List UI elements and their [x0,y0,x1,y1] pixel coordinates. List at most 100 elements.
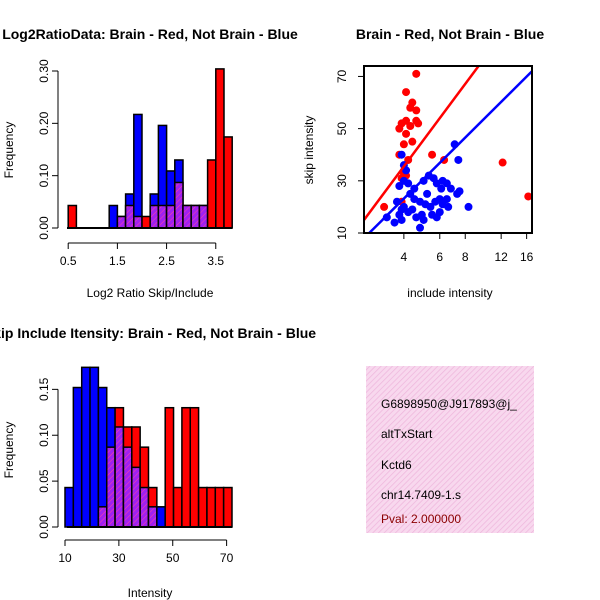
ratio-histogram-bar-overlap-14 [182,204,192,229]
scatter-point-red-24 [380,202,389,211]
intensity-scatter-y-tick-label: 30 [335,174,349,188]
intensity-scatter-plot-area [364,66,532,233]
ratio-histogram-bar-overlap-12 [165,204,176,229]
intensity-histogram-bar-red-13 [172,486,183,528]
ratio-histogram-bar-red-19 [223,136,233,229]
scatter-point-red-1 [402,88,411,97]
intensity-histogram-y-tick-label: 0.15 [37,377,51,401]
scatter-point-red-12 [399,140,408,149]
info-panel: G6898950@J917893@j_ altTxStart Kctd6 chr… [366,366,534,533]
intensity-histogram-y-axis: 0.00 0.05 0.10 0.15 [37,377,59,539]
ratio-histogram-bar-blue-8 [133,113,143,229]
intensity-scatter-x-tick-label: 6 [436,250,443,264]
scatter-point-blue-2 [402,166,411,175]
scatter-point-blue-17 [454,155,463,164]
p-value: Pval: 2.000000 [381,512,461,526]
scatter-point-blue-5 [404,179,413,188]
scatter-point-blue-35 [435,208,444,217]
scatter-point-red-9 [406,122,415,131]
intensity-histogram-bar-red-14 [181,406,191,528]
intensity-histogram-x-tick-label: 70 [220,551,234,565]
scatter-fit-line-blue [367,70,532,233]
scatter-point-blue-11 [437,184,446,193]
intensity-histogram-bar-overlap-5 [106,446,116,528]
intensity-histogram-x-tick-label: 10 [58,551,72,565]
ratio-histogram-x-tick-label: 2.5 [158,254,175,268]
scatter-point-red-22 [498,158,507,167]
ratio-histogram-bar-overlap-16 [198,204,209,229]
ratio-histogram-y-tick-label: 0.20 [37,111,51,135]
scatter-point-blue-0 [397,150,406,159]
intensity-scatter-x-tick-label: 8 [462,250,469,264]
ratio-histogram-bar-red-0 [67,204,78,229]
event-type: altTxStart [381,427,433,441]
event-id: G6898950@J917893@j_ [381,397,517,411]
intensity-histogram-bar-blue-11 [156,506,166,528]
intensity-scatter-xlabel: include intensity [407,286,492,300]
info-panel-background [366,366,534,533]
intensity-scatter: Brain - Red, Not Brain - Blue 4 6 8 12 16 10… [302,26,544,300]
intensity-histogram-xlabel: Intensity [128,586,173,600]
intensity-histogram-bar-overlap-8 [131,466,141,528]
ratio-histogram-bar-overlap-8 [133,215,143,229]
intensity-histogram-y-tick-label: 0.05 [37,469,51,493]
intensity-histogram-bar-red-19 [222,486,233,528]
ratio-histogram-y-tick-label: 0.10 [37,164,51,188]
ratio-histogram-bar-overlap-6 [116,215,127,229]
gene-name: Kctd6 [381,458,412,472]
intensity-histogram-bars [64,366,233,528]
intensity-histogram-y-tick-label: 0.10 [37,423,51,447]
intensity-histogram-bar-red-18 [214,486,225,528]
scatter-point-blue-46 [444,202,453,211]
intensity-scatter-y-axis: 10 30 50 70 [335,69,364,240]
intensity-histogram-bar-overlap-6 [114,426,125,528]
intensity-scatter-title: Brain - Red, Not Brain - Blue [356,26,544,42]
scatter-point-blue-41 [417,210,426,219]
scatter-point-blue-14 [446,184,455,193]
intensity-scatter-y-tick-label: 10 [335,226,349,240]
scatter-point-blue-42 [416,223,425,232]
ratio-histogram-y-tick-label: 0.30 [37,59,51,83]
scatter-point-red-0 [412,69,421,78]
scatter-point-blue-16 [455,187,464,196]
intensity-histogram-title: Skip Include Itensity: Brain - Red, Not … [0,325,316,341]
ratio-histogram-bar-overlap-7 [124,204,135,229]
scatter-point-blue-28 [442,195,451,204]
intensity-histogram-bar-blue-2 [80,366,91,528]
ratio-histogram-bars [67,68,233,229]
scatter-point-blue-44 [397,215,406,224]
ratio-histogram-bar-overlap-11 [157,204,168,229]
scatter-point-red-16 [428,150,437,159]
intensity-histogram-bar-red-16 [197,486,208,528]
intensity-histogram-bar-blue-3 [89,366,100,528]
intensity-histogram-x-axis: 10 30 50 70 [58,539,234,565]
ratio-histogram-bar-blue-5 [108,204,119,229]
scatter-point-blue-23 [426,202,435,211]
ratio-histogram-x-tick-label: 0.5 [60,254,77,268]
intensity-histogram-bar-red-17 [206,486,217,528]
intensity-histogram-ylabel: Frequency [2,422,16,479]
intensity-histogram-bar-red-12 [164,406,175,528]
scatter-point-red-10 [395,124,404,133]
intensity-histogram-bar-red-15 [189,406,200,528]
ratio-histogram-y-axis: 0.00 0.10 0.20 0.30 [37,59,59,240]
ratio-histogram-title: Log2RatioData: Brain - Red, Not Brain - … [2,26,298,42]
intensity-histogram-bar-overlap-4 [97,506,108,528]
ratio-histogram-bar-red-9 [141,215,151,229]
scatter-point-blue-40 [408,205,417,214]
intensity-histogram-x-tick-label: 50 [166,551,180,565]
scatter-fit-line-red [364,66,480,221]
scatter-point-red-3 [412,106,421,115]
scatter-point-blue-24 [423,189,432,198]
ratio-histogram-bar-overlap-13 [174,181,184,229]
scatter-point-blue-45 [464,202,473,211]
intensity-scatter-frame [363,65,533,234]
scatter-point-blue-37 [390,218,399,227]
scatter-point-blue-43 [382,213,391,222]
ratio-histogram: Log2RatioData: Brain - Red, Not Brain - … [2,26,298,300]
ratio-histogram-bar-overlap-15 [190,204,201,229]
ratio-histogram-bar-red-17 [206,159,217,229]
intensity-scatter-clipped [364,66,532,233]
intensity-scatter-x-axis: 4 6 8 12 16 [401,233,534,264]
